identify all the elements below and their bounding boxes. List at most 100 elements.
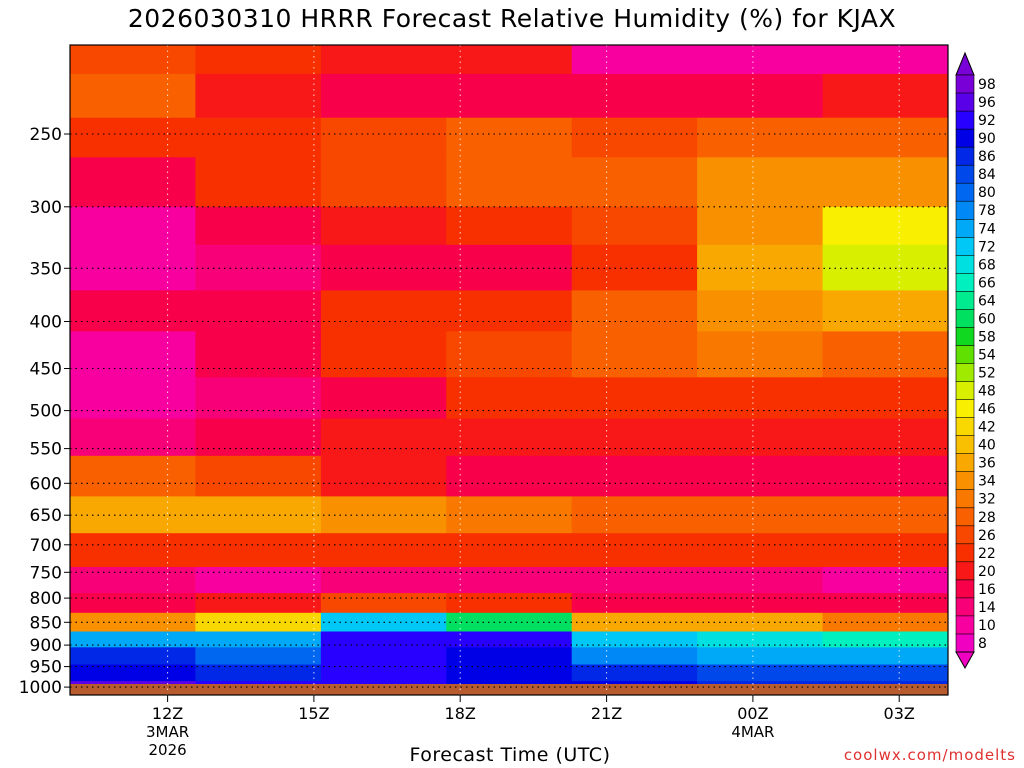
rh-cell — [571, 567, 698, 594]
y-tick-label: 950 — [30, 658, 62, 678]
colorbar-swatch — [955, 543, 975, 563]
y-tick-label: 750 — [30, 563, 62, 583]
colorbar-swatch — [955, 507, 975, 527]
colorbar-label: 74 — [978, 221, 996, 237]
x-tick-label: 21Z — [591, 704, 622, 723]
rh-cell — [195, 206, 322, 246]
ground-strip — [70, 684, 948, 695]
rh-cell — [195, 647, 322, 666]
colorbar-swatch — [955, 561, 975, 581]
rh-cell — [320, 45, 448, 75]
colorbar-swatch — [955, 146, 975, 166]
rh-cell — [697, 567, 824, 594]
rh-cell — [822, 418, 948, 457]
colorbar-label: 90 — [978, 131, 996, 147]
colorbar-swatch — [955, 219, 975, 238]
x-tick-label: 18Z — [445, 704, 476, 723]
rh-cell — [822, 533, 948, 568]
rh-cell — [571, 418, 698, 457]
rh-cell — [446, 533, 573, 568]
rh-cell — [70, 157, 197, 208]
colorbar-swatch — [955, 74, 975, 94]
x-tick-label: 12Z — [152, 704, 183, 723]
rh-cell — [697, 496, 824, 535]
rh-cell — [195, 73, 322, 119]
rh-cell — [70, 496, 197, 535]
rh-cell — [571, 496, 698, 535]
rh-cell — [822, 244, 948, 292]
colorbar-label: 86 — [978, 149, 996, 165]
colorbar-label: 72 — [978, 239, 996, 255]
rh-cell — [195, 455, 322, 498]
colorbar-label: 26 — [978, 528, 996, 544]
y-tick-label: 600 — [30, 474, 62, 494]
rh-cell — [195, 117, 322, 158]
rh-cell — [320, 647, 448, 666]
rh-cell — [571, 290, 698, 333]
rh-cell — [320, 593, 448, 614]
rh-cell — [70, 567, 197, 594]
rh-cell — [571, 455, 698, 498]
rh-cell — [697, 45, 824, 75]
x-tick-date: 4MAR — [731, 723, 774, 741]
rh-cell — [70, 206, 197, 246]
y-tick-label: 800 — [30, 589, 62, 609]
rh-cell — [822, 331, 948, 379]
rh-cell — [822, 593, 948, 614]
rh-cell — [195, 418, 322, 457]
colorbar-swatch — [955, 435, 975, 455]
watermark: coolwx.com/modelts — [843, 746, 1016, 764]
rh-cell — [446, 73, 573, 119]
colorbar-swatch — [955, 579, 975, 599]
rh-cell — [195, 533, 322, 568]
rh-cell — [446, 612, 573, 633]
rh-cell — [571, 73, 698, 119]
colorbar-swatch — [955, 110, 975, 130]
rh-cell — [70, 593, 197, 614]
x-axis-label: Forecast Time (UTC) — [409, 744, 611, 766]
rh-cell — [70, 244, 197, 292]
y-tick-label: 400 — [30, 313, 62, 333]
colorbar-swatch — [955, 128, 975, 148]
colorbar-label: 22 — [978, 546, 996, 562]
rh-cell — [571, 331, 698, 379]
rh-cell — [70, 45, 197, 75]
colorbar-swatch — [955, 92, 975, 112]
y-tick-label: 300 — [30, 198, 62, 218]
rh-cell — [822, 73, 948, 119]
y-tick-label: 550 — [30, 440, 62, 460]
rh-cell — [446, 331, 573, 379]
rh-cell — [822, 206, 948, 246]
colorbar-swatch — [955, 399, 975, 419]
colorbar-label: 68 — [978, 257, 996, 273]
colorbar-label: 8 — [978, 636, 987, 652]
rh-cell — [70, 73, 197, 119]
rh-cell — [446, 631, 573, 648]
rh-cell — [320, 664, 448, 682]
rh-cell — [697, 117, 824, 158]
colorbar-swatch — [955, 327, 975, 346]
rh-cell — [446, 244, 573, 292]
rh-cell — [571, 631, 698, 648]
rh-cell — [446, 593, 573, 614]
colorbar-swatch — [955, 453, 975, 473]
rh-cell — [571, 533, 698, 568]
colorbar: 98 96 92 90 86 84 80 78 74 72 68 66 64 60 58 54 52 48 46 42… — [955, 51, 996, 670]
rh-cell — [697, 612, 824, 633]
colorbar-top-arrow — [955, 51, 975, 76]
colorbar-label: 48 — [978, 384, 996, 400]
rh-cell — [320, 377, 448, 420]
rh-cell — [195, 593, 322, 614]
rh-cell — [70, 631, 197, 648]
rh-cell — [822, 496, 948, 535]
x-tick-label: 03Z — [884, 704, 915, 723]
rh-cell — [70, 533, 197, 568]
colorbar-swatch — [955, 200, 975, 220]
rh-cell — [320, 567, 448, 594]
colorbar-label: 10 — [978, 618, 996, 634]
rh-cell — [697, 377, 824, 420]
colorbar-label: 32 — [978, 492, 996, 508]
rh-cell — [697, 418, 824, 457]
